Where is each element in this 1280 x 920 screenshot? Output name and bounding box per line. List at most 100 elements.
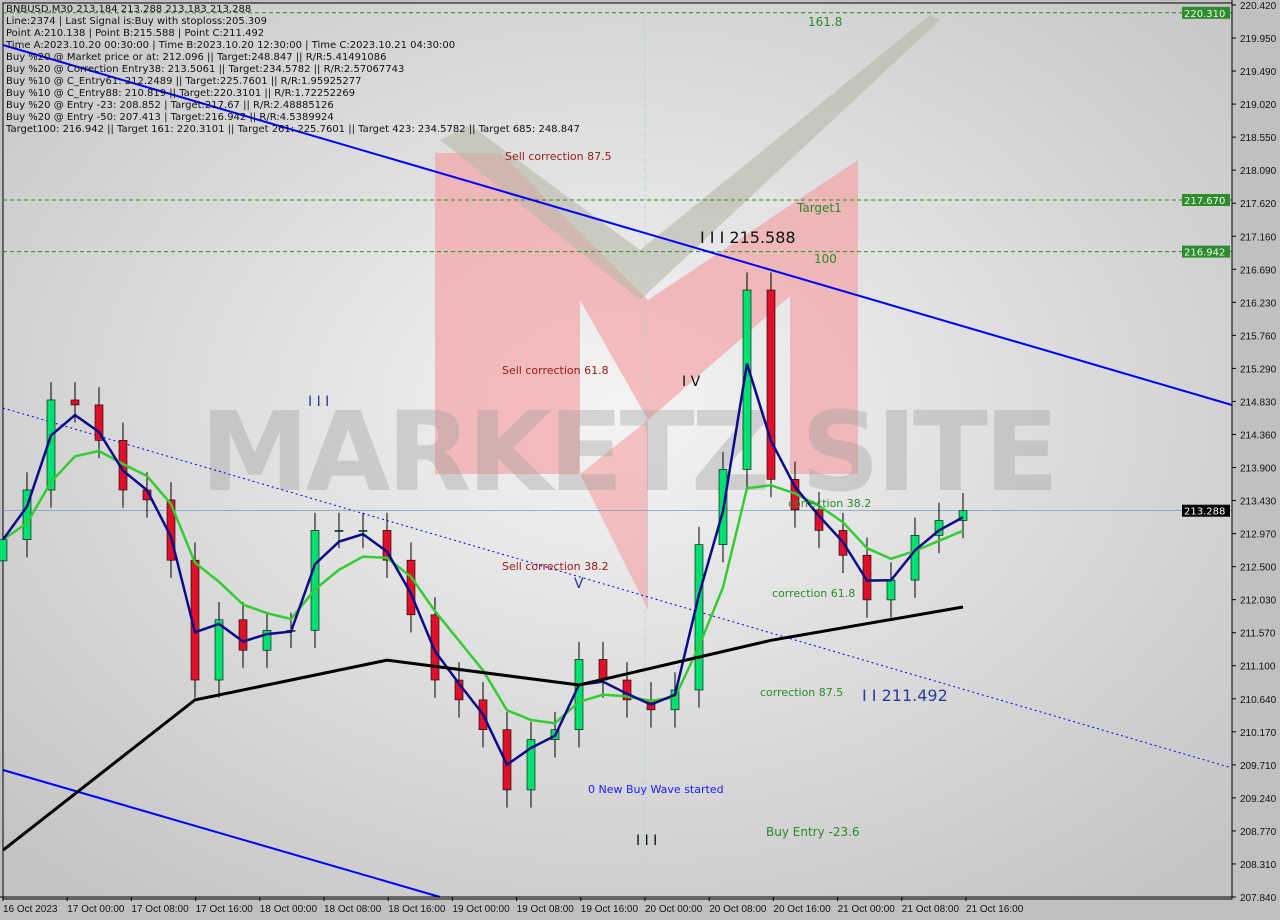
sell-correction-382: Sell correction 38.2: [502, 560, 609, 573]
candle-body: [526, 739, 536, 791]
price-tick-label: 213.900: [1240, 464, 1277, 475]
price-tick-label: 217.620: [1240, 199, 1277, 210]
info-line: Buy %20 @ Entry -50: 207.413 | Target:21…: [6, 112, 334, 123]
candle-body: [94, 404, 104, 441]
info-line: Buy %10 @ C_Entry61: 212.2489 || Target:…: [6, 76, 362, 87]
level-price-badge: [1182, 193, 1230, 206]
level-name-target1: Target1: [796, 201, 842, 215]
correction-618: correction 61.8: [772, 587, 855, 600]
candle-body: [598, 659, 608, 681]
time-tick-label: 19 Oct 16:00: [581, 904, 639, 915]
candle-body: [958, 510, 968, 521]
candle-body: [358, 530, 368, 532]
time-tick-label: 16 Oct 2023: [3, 904, 58, 915]
point-c-label: I I 211.492: [862, 686, 948, 705]
wave-v-label: V: [574, 576, 584, 592]
candle-body: [910, 535, 920, 581]
candle-body: [694, 544, 704, 691]
info-line: Target100: 216.942 || Target 161: 220.31…: [6, 124, 580, 135]
time-tick-label: 18 Oct 00:00: [260, 904, 318, 915]
time-tick-label: 17 Oct 00:00: [67, 904, 125, 915]
price-tick-label: 219.950: [1240, 34, 1277, 45]
price-tick-label: 208.310: [1240, 860, 1277, 871]
info-line: Time A:2023.10.20 00:30:00 | Time B:2023…: [6, 40, 456, 51]
candle-body: [574, 659, 584, 730]
price-tick-label: 212.970: [1240, 530, 1277, 541]
time-tick-label: 19 Oct 08:00: [517, 904, 575, 915]
level-price-label: 220.310: [1184, 9, 1225, 20]
info-panel: BNBUSD,M30 213.184 213.288 213.183 213.2…: [6, 4, 580, 136]
info-line: Buy %10 @ C_Entry88: 210.819 || Target:2…: [6, 88, 356, 99]
time-tick-label: 20 Oct 00:00: [645, 904, 703, 915]
price-tick-label: 214.360: [1240, 430, 1277, 441]
time-tick-label: 18 Oct 08:00: [324, 904, 382, 915]
time-tick-label: 21 Oct 00:00: [838, 904, 896, 915]
logo-point: [580, 420, 648, 610]
info-line: Buy %20 @ Entry -23: 208.852 | Target:21…: [6, 100, 334, 111]
wave-iv-label: I V: [682, 374, 701, 390]
watermark: MARKETZ SITE: [200, 388, 1055, 516]
candle-body: [382, 530, 392, 561]
candle-body: [0, 539, 8, 562]
price-tick-label: 219.490: [1240, 67, 1277, 78]
point-b-label: I I I 215.588: [700, 228, 796, 247]
candle-body: [334, 530, 344, 532]
price-tick-label: 215.290: [1240, 364, 1277, 375]
price-tick-label: 216.690: [1240, 265, 1277, 276]
price-tick-label: 216.230: [1240, 298, 1277, 309]
price-tick-label: 213.430: [1240, 497, 1277, 508]
price-tick-label: 218.090: [1240, 166, 1277, 177]
time-tick-label: 21 Oct 16:00: [966, 904, 1024, 915]
time-tick-label: 21 Oct 08:00: [902, 904, 960, 915]
slow-moving-average: [2, 605, 964, 852]
candle-body: [622, 679, 632, 701]
price-tick-label: 220.420: [1240, 1, 1277, 12]
symbol-line: BNBUSD,M30 213.184 213.288 213.183 213.2…: [6, 4, 252, 15]
sell-correction-875: Sell correction 87.5: [505, 150, 612, 163]
price-tick-label: 219.020: [1240, 100, 1277, 111]
candle-body: [862, 554, 872, 601]
level-price-badge: [1182, 245, 1230, 258]
correction-382: correction 38.2: [788, 497, 871, 510]
candle-body: [886, 579, 896, 601]
price-tick-label: 211.100: [1240, 662, 1276, 673]
candle-body: [766, 289, 776, 480]
wave-iii-bottom-label: I I I: [636, 833, 657, 849]
price-tick-label: 212.500: [1240, 563, 1277, 574]
buy-entry-label: Buy Entry -23.6: [766, 825, 860, 839]
logo-check-shape: [440, 15, 940, 300]
info-line: Point A:210.138 | Point B:215.588 | Poin…: [6, 28, 265, 39]
level-price-label: 217.670: [1184, 196, 1225, 207]
price-tick-label: 211.570: [1240, 629, 1276, 640]
price-tick-label: 218.550: [1240, 133, 1277, 144]
price-tick-label: 209.240: [1240, 794, 1277, 805]
time-tick-label: 20 Oct 16:00: [773, 904, 831, 915]
candle-body: [502, 729, 512, 791]
price-tick-label: 210.640: [1240, 695, 1277, 706]
candle-body: [262, 630, 272, 651]
price-tick-label: 208.770: [1240, 827, 1277, 838]
level-name-161: 161.8: [808, 15, 842, 29]
wave-iii-label: I I I: [308, 394, 329, 410]
upper-trendline: [2, 44, 1233, 406]
logo-m-shape: [435, 153, 858, 474]
sell-correction-618: Sell correction 61.8: [502, 364, 609, 377]
candle-body: [238, 619, 248, 651]
price-tick-label: 210.170: [1240, 728, 1277, 739]
candle-body: [430, 614, 440, 681]
candle-body: [70, 399, 80, 406]
level-price-badge: [1182, 6, 1230, 19]
price-tick-label: 209.710: [1240, 761, 1277, 772]
info-line: Buy %20 @ Correction Entry38: 213.5061 |…: [6, 64, 405, 75]
price-tick-label: 215.760: [1240, 331, 1277, 342]
correction-875: correction 87.5: [760, 686, 843, 699]
new-buy-wave-label: 0 New Buy Wave started: [588, 783, 724, 796]
time-tick-label: 19 Oct 00:00: [452, 904, 510, 915]
candle-body: [214, 619, 224, 681]
time-tick-label: 17 Oct 16:00: [196, 904, 254, 915]
time-tick-label: 18 Oct 16:00: [388, 904, 446, 915]
current-price-badge: [1182, 504, 1230, 517]
level-price-label: 216.942: [1184, 248, 1225, 259]
price-tick-label: 217.160: [1240, 232, 1277, 243]
